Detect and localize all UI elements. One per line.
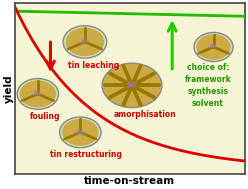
Text: Sn: Sn <box>33 91 42 96</box>
Circle shape <box>60 117 101 148</box>
Circle shape <box>62 119 98 146</box>
Circle shape <box>66 28 104 56</box>
Text: Sn: Sn <box>209 44 218 50</box>
Text: tin restructuring: tin restructuring <box>50 150 122 159</box>
Text: Sn: Sn <box>76 130 85 135</box>
Circle shape <box>63 26 107 58</box>
Circle shape <box>102 63 162 108</box>
X-axis label: time-on-stream: time-on-stream <box>84 176 175 186</box>
Circle shape <box>20 80 56 107</box>
Circle shape <box>17 79 59 109</box>
Circle shape <box>194 33 233 61</box>
Circle shape <box>196 34 231 60</box>
Text: fouling: fouling <box>30 112 60 121</box>
Text: tin leaching: tin leaching <box>68 61 120 70</box>
Text: choice of:
framework
synthesis
solvent: choice of: framework synthesis solvent <box>185 63 231 108</box>
Text: amorphisation: amorphisation <box>113 110 176 119</box>
Y-axis label: yield: yield <box>3 74 13 103</box>
Text: Sn: Sn <box>127 82 137 88</box>
Text: Sn: Sn <box>80 39 90 44</box>
